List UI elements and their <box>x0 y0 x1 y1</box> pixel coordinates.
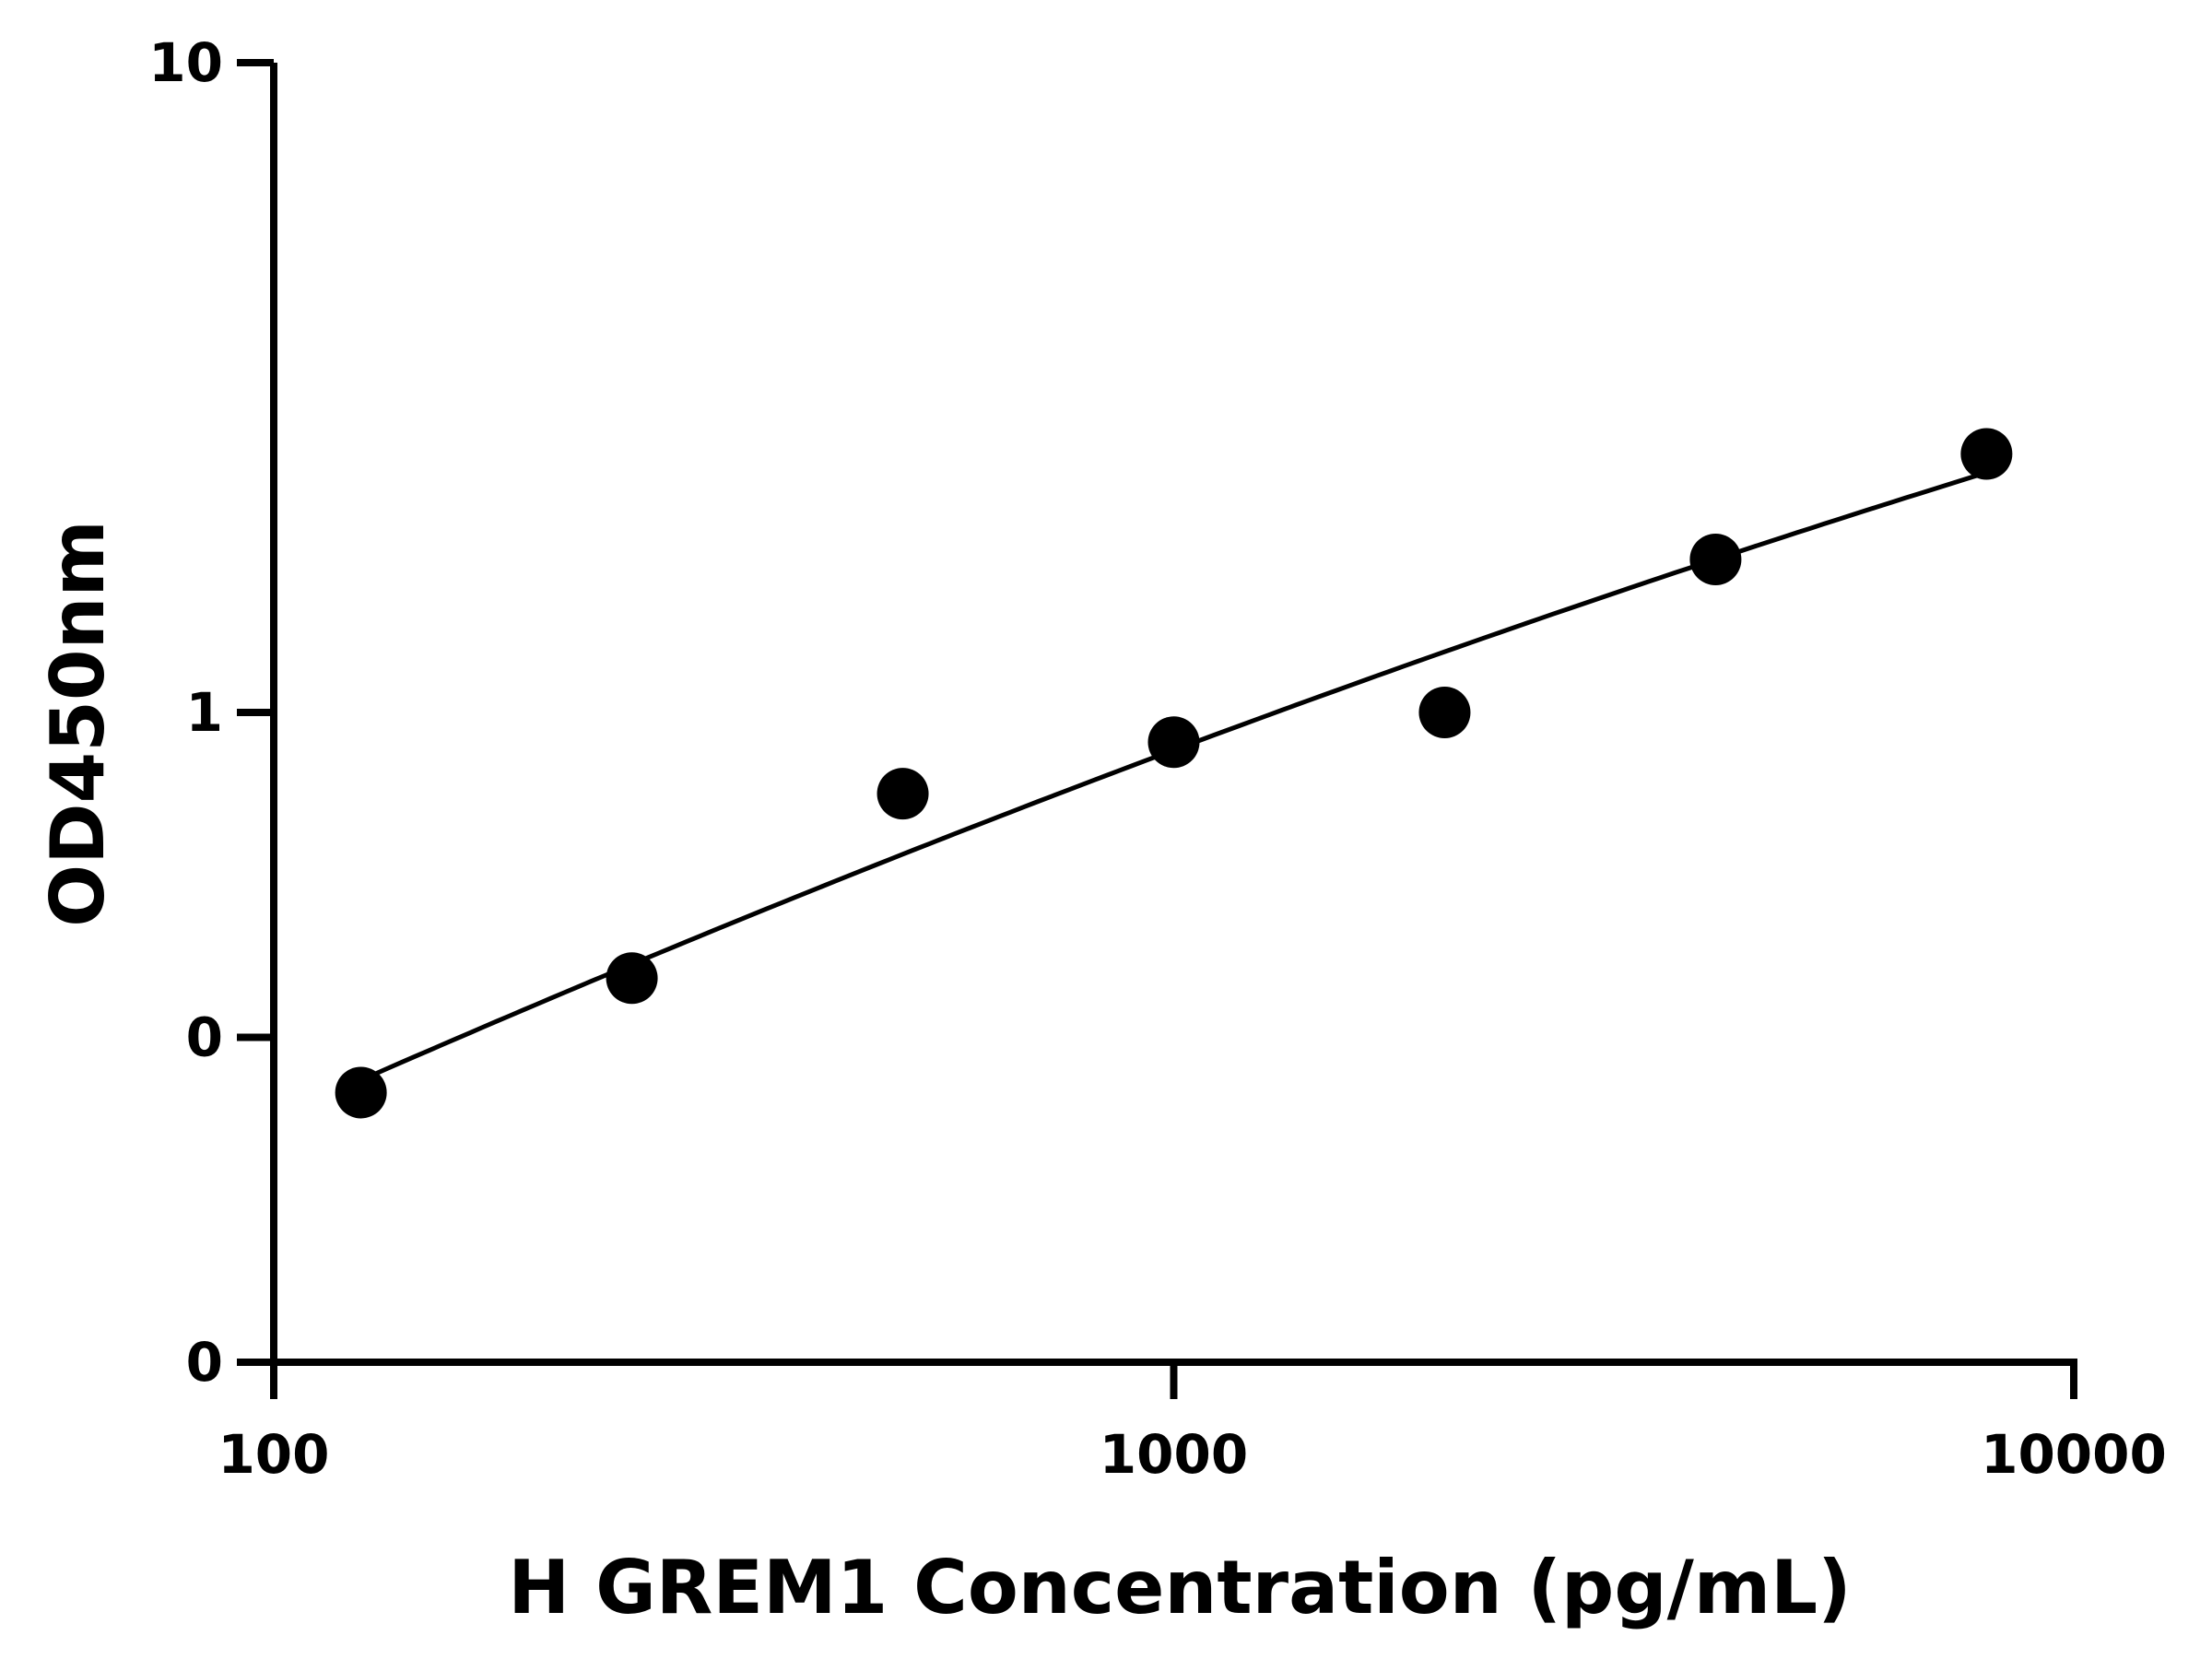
data-point <box>335 1066 387 1119</box>
data-point <box>1689 533 1742 585</box>
y-tick-label: 0 <box>186 1006 223 1069</box>
data-point <box>1418 687 1471 738</box>
y-axis-title: OD450nm <box>35 520 121 927</box>
axes: 0 0 1 10 100 1000 10000 <box>148 31 2167 1486</box>
data-point <box>1960 428 2013 480</box>
x-tick-label: 10000 <box>1981 1423 2167 1486</box>
data-point <box>877 768 929 820</box>
data-point <box>606 952 658 1005</box>
x-tick-label: 1000 <box>1100 1423 1248 1486</box>
data-point <box>1147 716 1200 769</box>
y-tick-label: 1 <box>186 681 223 744</box>
y-tick-label: 0 <box>186 1331 223 1394</box>
x-axis-title: H GREM1 Concentration (pg/mL) <box>508 1545 1851 1630</box>
fit-curve <box>359 470 1988 1083</box>
plot-area <box>335 428 2013 1119</box>
x-tick-label: 100 <box>218 1423 329 1486</box>
y-tick-label: 10 <box>148 31 223 94</box>
